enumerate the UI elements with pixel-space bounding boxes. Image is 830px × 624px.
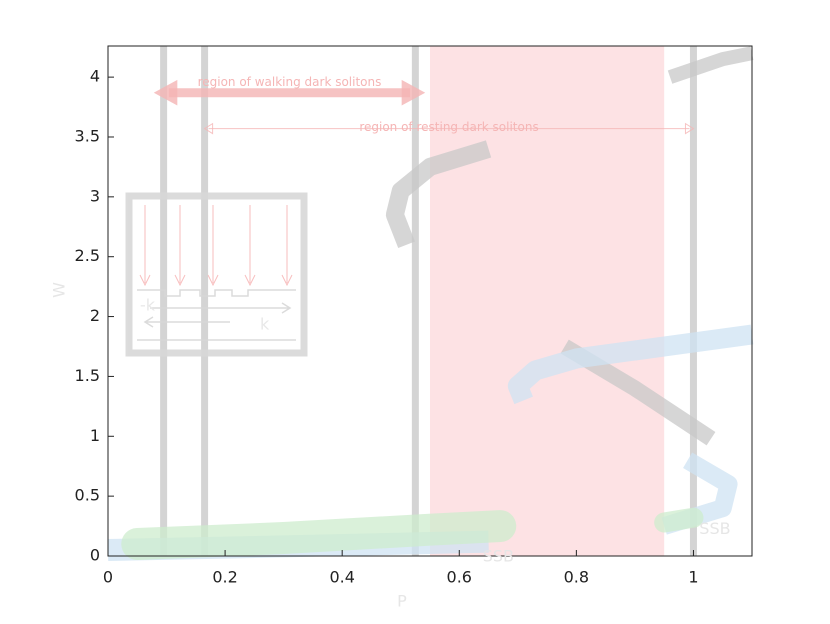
inset-label: k xyxy=(260,315,270,334)
y-tick-label: 0 xyxy=(90,546,100,565)
y-tick-label: 3 xyxy=(90,186,100,205)
y-axis-label: W xyxy=(50,282,69,298)
y-tick-label: 1 xyxy=(90,426,100,445)
x-tick-label: 0.8 xyxy=(564,568,589,587)
x-tick-label: 0 xyxy=(103,568,113,587)
curve xyxy=(654,507,704,533)
ssb-label: SSB xyxy=(483,547,514,566)
inset-arrows xyxy=(139,205,293,287)
x-tick-label: 0.2 xyxy=(212,568,237,587)
inset-frame xyxy=(125,192,308,357)
y-tick-label: 2.5 xyxy=(75,246,100,265)
arrow-head xyxy=(153,79,426,106)
inset-lines xyxy=(137,289,296,341)
curve xyxy=(121,510,517,561)
axes-frame xyxy=(107,45,753,557)
shaded-region xyxy=(430,46,665,556)
x-tick-label: 0.6 xyxy=(447,568,472,587)
inset: -k k xyxy=(125,192,308,357)
annotation-label: region of resting dark solitons xyxy=(359,120,538,134)
y-tick-label: 0.5 xyxy=(75,486,100,505)
inset-label: -k xyxy=(140,296,156,315)
plot-area xyxy=(107,46,754,562)
y-tick-label: 2 xyxy=(90,306,100,325)
curve xyxy=(507,324,754,405)
y-tick-label: 4 xyxy=(90,67,100,86)
x-tick-label: 0.4 xyxy=(329,568,354,587)
x-axis-label: P xyxy=(397,592,407,611)
curve xyxy=(385,140,492,249)
y-tick-label: 3.5 xyxy=(75,126,100,145)
annotation-label: region of walking dark solitons xyxy=(198,75,382,89)
curve xyxy=(667,46,754,84)
arrow-head xyxy=(203,122,695,135)
y-tick-label: 1.5 xyxy=(75,366,100,385)
ssb-label: SSB xyxy=(699,519,730,538)
x-tick-label: 1 xyxy=(688,568,698,587)
